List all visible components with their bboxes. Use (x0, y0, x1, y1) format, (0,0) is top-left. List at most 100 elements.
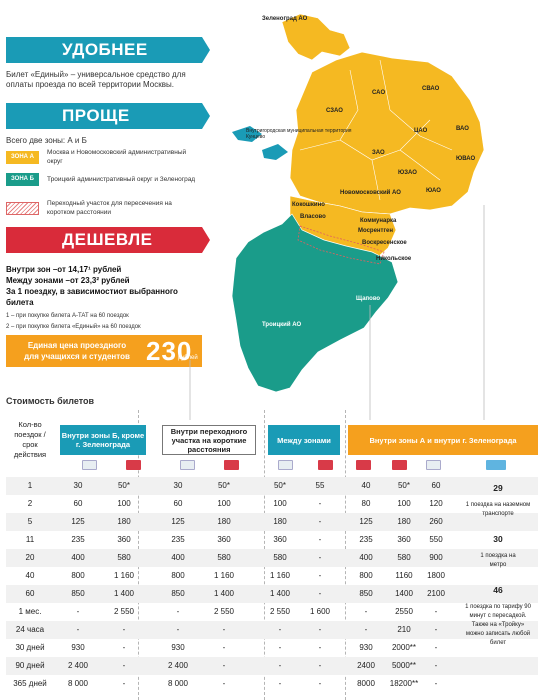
table-cell: 580 (217, 553, 231, 562)
kuntsevo-shape (232, 126, 262, 142)
table-cell: 8 000 (67, 679, 89, 688)
row-label: 90 дней (15, 661, 45, 670)
table-cell: 1160 (395, 571, 413, 580)
label-yuao: ЮАО (426, 188, 441, 194)
table-cell: 400 (359, 553, 373, 562)
table-cell: 60 (173, 499, 183, 508)
table-cell: 180 (117, 517, 131, 526)
label-voskresenskoe: Воскресенское (362, 240, 407, 246)
table-cell: 235 (359, 535, 373, 544)
table-cell: 125 (359, 517, 373, 526)
table-cell: - (122, 625, 126, 634)
table-cell: 100 (397, 499, 411, 508)
moscow-shape (289, 51, 485, 215)
table-cell: - (222, 643, 226, 652)
zone-a-tag: ЗОНА А (6, 150, 39, 164)
table-cell: 100 (273, 499, 287, 508)
table-cell: 800 (71, 571, 85, 580)
table-cell: - (122, 679, 126, 688)
row-label: 20 (25, 553, 35, 562)
row-label: 40 (25, 571, 35, 580)
table-cell: 50* (217, 481, 230, 490)
table-title: Стоимость билетов (6, 396, 95, 406)
table-cell: 55 (315, 481, 325, 490)
table-cell: 2000** (391, 643, 417, 652)
table-cell: 800 (359, 571, 373, 580)
table-cell: 50* (397, 481, 410, 490)
table-cell: 2100 (427, 589, 445, 598)
table-cell: 360 (117, 535, 131, 544)
table-row: 40 800 1 160 800 1 160 1 160 - 800 1160 1800 (6, 567, 538, 585)
col-within-zone-b: Внутри зоны Б, кроме г. Зеленограда (60, 425, 146, 455)
label-szao: СЗАО (326, 108, 343, 114)
transfer-row: Переходный участок для пересечения на ко… (6, 199, 197, 217)
table-cell: 1 160 (269, 571, 291, 580)
fare-30: 30 (493, 534, 503, 544)
table-cell: 8000 (357, 679, 375, 688)
banner-udobnee: УДОБНЕЕ (6, 37, 210, 63)
table-cell: 50* (273, 481, 286, 490)
price-between: Между зонами –от 23,3² рублей (6, 276, 130, 285)
col-between-zones: Между зонами (268, 425, 340, 455)
label-nikolskoe: Никольское (376, 256, 412, 262)
table-cell: 2 550 (269, 607, 291, 616)
table-cell: 1400 (395, 589, 413, 598)
table-cell: 125 (171, 517, 185, 526)
table-cell: 2400 (357, 661, 375, 670)
ticket-card-icon (278, 460, 293, 470)
table-row: 30 дней 930 - 930 - - - 930 2000** - (6, 639, 538, 657)
label-kuntsevo: Внутригородская муниципальная территория… (246, 128, 352, 140)
label-vlasovo: Власово (300, 214, 326, 220)
table-cell: 5000** (391, 661, 417, 670)
transfer-swatch (6, 201, 39, 215)
table-cell: 360 (397, 535, 411, 544)
note-1: 1 – при покупке билета А-ТАТ на 60 поезд… (6, 313, 129, 319)
table-cell: - (434, 625, 438, 634)
table-cell: - (176, 625, 180, 634)
table-cell: 80 (361, 499, 371, 508)
table-cell: - (318, 499, 322, 508)
table-cell: 40 (361, 481, 371, 490)
table-cell: - (222, 679, 226, 688)
fare-29-desc: 1 поездка на наземном транспорте (465, 502, 531, 517)
table-cell: 1 160 (113, 571, 135, 580)
zelenograd-shape (281, 13, 351, 61)
ticket-card-icon (356, 460, 371, 470)
table-cell: - (318, 679, 322, 688)
table-cell: - (318, 589, 322, 598)
row-label: 1 (27, 481, 33, 490)
promo-unit: рублей (178, 355, 198, 361)
label-shchapovo: Щапово (356, 296, 381, 302)
table-cell: - (278, 643, 282, 652)
fare-46: 46 (493, 585, 503, 595)
ticket-card-icon (224, 460, 239, 470)
label-yuvao: ЮВАО (456, 156, 476, 162)
table-cell: - (318, 517, 322, 526)
ticket-card-icon (318, 460, 333, 470)
table-row: 1 30 50* 30 50* 50* 55 40 50* 60 (6, 477, 538, 495)
table-cell: 930 (171, 643, 185, 652)
table-cell: - (76, 625, 80, 634)
ticket-card-icon (426, 460, 441, 470)
label-novomoskovsk: Новомосковский АО (340, 190, 401, 196)
zone-b-row: ЗОНА Б Троицкий административный округ и… (6, 173, 197, 186)
table-cell: - (318, 661, 322, 670)
transfer-desc: Переходный участок для пересечения на ко… (47, 200, 172, 216)
table-row: 24 часа - - - - - - - 210 - (6, 621, 538, 639)
table-cell: 850 (171, 589, 185, 598)
table-cell: 100 (217, 499, 231, 508)
table-cell: - (318, 643, 322, 652)
table-cell: - (434, 679, 438, 688)
table-cell: - (318, 571, 322, 580)
table-cell: - (176, 607, 180, 616)
table-cell: - (434, 607, 438, 616)
zone-b-tag: ЗОНА Б (6, 173, 39, 186)
table-cell: 580 (117, 553, 131, 562)
label-vao: ВАО (456, 126, 469, 132)
table-row: 5 125 180 125 180 180 - 125 180 260 (6, 513, 538, 531)
table-cell: - (278, 625, 282, 634)
table-cell: - (222, 625, 226, 634)
moscow-zone-map (189, 13, 485, 420)
table-cell: - (122, 643, 126, 652)
table-cell: - (434, 643, 438, 652)
